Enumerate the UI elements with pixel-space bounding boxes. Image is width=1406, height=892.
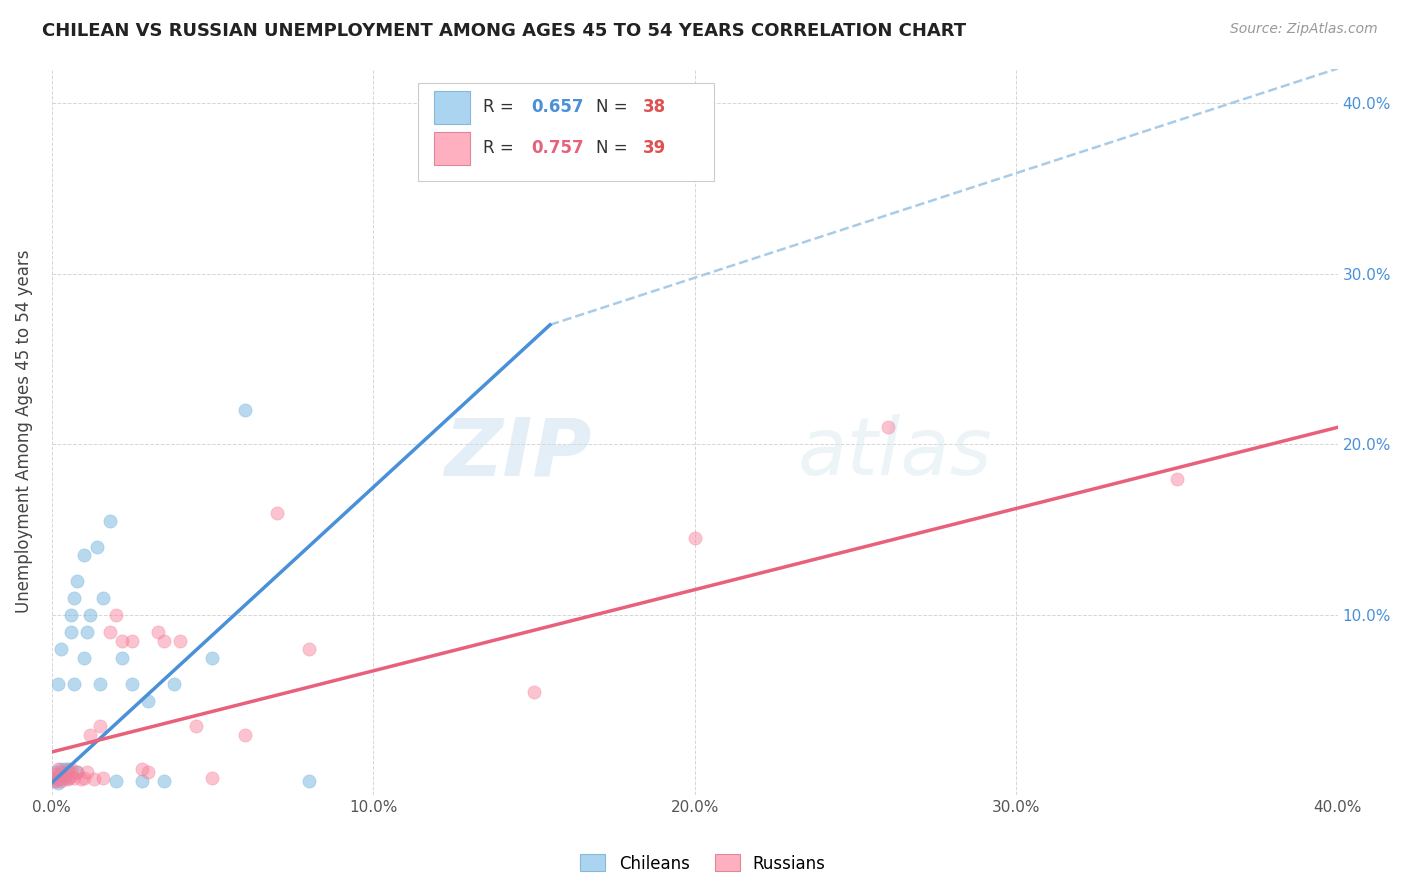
Point — [153, 774, 176, 789]
Point — [523, 685, 546, 699]
Point — [66, 574, 89, 588]
Point — [46, 776, 69, 790]
Point — [683, 532, 706, 546]
Point — [46, 772, 69, 787]
Point — [146, 625, 169, 640]
Text: R =: R = — [482, 139, 519, 157]
Point — [131, 774, 153, 789]
Point — [53, 769, 76, 783]
Point — [51, 762, 73, 776]
Point — [69, 772, 91, 787]
Point — [56, 771, 79, 785]
Point — [105, 608, 128, 623]
Point — [121, 676, 143, 690]
Point — [51, 767, 73, 781]
Text: 39: 39 — [644, 139, 666, 157]
Point — [51, 765, 73, 780]
Point — [111, 651, 134, 665]
Point — [79, 608, 101, 623]
Point — [60, 625, 83, 640]
Point — [136, 694, 159, 708]
Point — [44, 774, 66, 789]
Point — [63, 676, 86, 690]
Point — [41, 771, 63, 785]
Point — [66, 765, 89, 780]
Point — [56, 772, 79, 787]
Point — [86, 540, 108, 554]
Point — [186, 719, 208, 733]
Text: R =: R = — [482, 98, 519, 116]
Point — [51, 772, 73, 787]
Legend: Chileans, Russians: Chileans, Russians — [574, 847, 832, 880]
Point — [169, 634, 191, 648]
Text: 0.757: 0.757 — [531, 139, 583, 157]
Text: Source: ZipAtlas.com: Source: ZipAtlas.com — [1230, 22, 1378, 37]
Text: ZIP: ZIP — [444, 415, 592, 492]
Text: 0.657: 0.657 — [531, 98, 583, 116]
Point — [98, 514, 121, 528]
Point — [51, 774, 73, 789]
Point — [44, 767, 66, 781]
Point — [131, 762, 153, 776]
Point — [60, 608, 83, 623]
Point — [73, 771, 96, 785]
Point — [60, 762, 83, 776]
Point — [56, 762, 79, 776]
Point — [53, 771, 76, 785]
Point — [89, 676, 111, 690]
Point — [153, 634, 176, 648]
Point — [136, 765, 159, 780]
Point — [46, 676, 69, 690]
Point — [73, 651, 96, 665]
Point — [44, 774, 66, 789]
Point — [83, 772, 105, 787]
Point — [298, 774, 321, 789]
Point — [876, 420, 898, 434]
Point — [201, 651, 224, 665]
Point — [41, 771, 63, 785]
Text: CHILEAN VS RUSSIAN UNEMPLOYMENT AMONG AGES 45 TO 54 YEARS CORRELATION CHART: CHILEAN VS RUSSIAN UNEMPLOYMENT AMONG AG… — [42, 22, 966, 40]
Point — [298, 642, 321, 657]
Point — [1166, 472, 1188, 486]
Text: N =: N = — [596, 98, 633, 116]
Point — [46, 762, 69, 776]
Point — [89, 719, 111, 733]
Point — [66, 765, 89, 780]
Y-axis label: Unemployment Among Ages 45 to 54 years: Unemployment Among Ages 45 to 54 years — [15, 250, 32, 614]
Text: atlas: atlas — [797, 415, 993, 492]
Point — [51, 642, 73, 657]
Point — [79, 728, 101, 742]
Text: N =: N = — [596, 139, 633, 157]
Point — [121, 634, 143, 648]
Point — [163, 676, 186, 690]
Point — [53, 762, 76, 776]
Point — [91, 771, 114, 785]
Point — [98, 625, 121, 640]
Point — [73, 549, 96, 563]
Point — [233, 403, 256, 417]
FancyBboxPatch shape — [433, 132, 470, 165]
Point — [201, 771, 224, 785]
Point — [60, 769, 83, 783]
Point — [63, 591, 86, 606]
Point — [266, 506, 288, 520]
Point — [44, 765, 66, 780]
FancyBboxPatch shape — [418, 83, 714, 181]
Point — [76, 625, 98, 640]
Point — [91, 591, 114, 606]
Text: 38: 38 — [644, 98, 666, 116]
FancyBboxPatch shape — [433, 91, 470, 124]
Point — [111, 634, 134, 648]
Point — [56, 764, 79, 778]
Point — [233, 728, 256, 742]
Point — [63, 771, 86, 785]
Point — [76, 765, 98, 780]
Point — [46, 771, 69, 785]
Point — [105, 774, 128, 789]
